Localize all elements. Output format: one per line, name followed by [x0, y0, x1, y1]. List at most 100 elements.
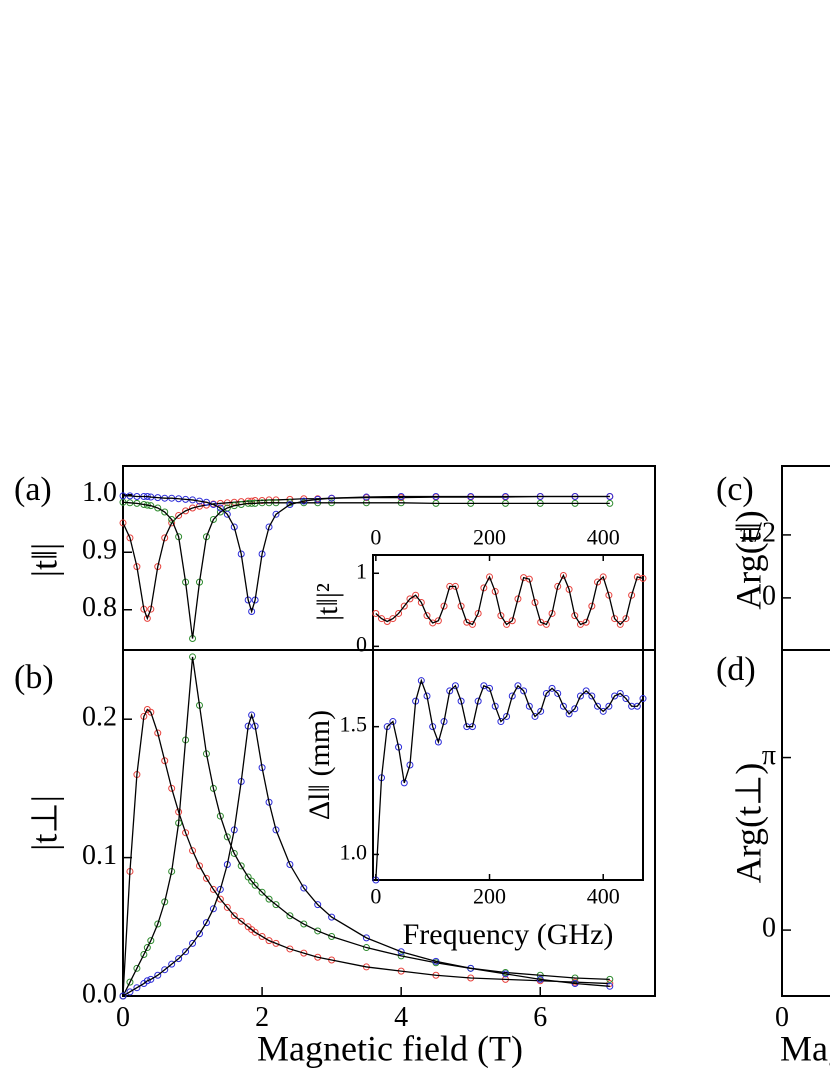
x-tick-label: 200	[473, 884, 506, 909]
data-point	[400, 602, 408, 610]
y-tick-label: 0	[356, 631, 367, 656]
data-point	[622, 615, 630, 623]
data-point	[300, 949, 308, 957]
data-point	[514, 682, 522, 690]
data-point	[611, 615, 619, 623]
data-point	[161, 508, 169, 516]
data-point	[195, 862, 203, 870]
x-axis-label: Frequency (GHz)	[403, 918, 614, 951]
data-point	[383, 618, 391, 625]
data-point	[599, 573, 607, 581]
y-tick-label: 0.0	[82, 978, 117, 1009]
y-tick-label: 1.0	[340, 839, 368, 864]
data-point	[639, 695, 647, 703]
data-point	[154, 729, 162, 737]
data-point	[412, 591, 420, 599]
y-tick-label: 1.5	[340, 712, 368, 737]
data-point	[189, 939, 197, 947]
y-axis-label: Arg(t⊥)	[728, 763, 768, 884]
data-point	[189, 847, 197, 855]
data-point	[168, 515, 176, 523]
data-point	[434, 738, 442, 746]
data-point	[639, 574, 647, 582]
data-point	[272, 510, 280, 518]
data-point	[468, 620, 476, 628]
data-point	[588, 692, 596, 700]
data-point	[126, 534, 134, 542]
y-tick-label: π	[762, 740, 776, 771]
data-point	[265, 523, 273, 531]
data-point	[378, 615, 386, 623]
data-point	[548, 684, 556, 692]
data-point	[133, 964, 141, 972]
data-point	[434, 617, 442, 625]
data-point	[514, 595, 522, 603]
data-point	[248, 877, 256, 885]
data-point	[362, 944, 370, 952]
data-point	[417, 599, 425, 606]
data-point	[126, 988, 134, 996]
data-point	[147, 937, 155, 945]
y-tick-label: 0.8	[82, 592, 117, 623]
data-point	[182, 507, 190, 515]
data-point	[531, 599, 539, 606]
data-point	[248, 711, 256, 719]
data-point	[389, 615, 397, 623]
data-point	[216, 508, 224, 516]
x-axis-label: Magnetic field (T)	[780, 1028, 830, 1068]
data-point	[457, 697, 465, 705]
data-point	[248, 607, 256, 615]
x-tick-label: 2	[255, 1002, 269, 1033]
y-axis-label: |t‖|²	[311, 583, 344, 621]
data-point	[559, 702, 567, 710]
y-tick-label: 0	[762, 913, 776, 944]
data-point	[486, 573, 494, 581]
y-tick-label: 0.1	[82, 840, 117, 871]
data-point	[230, 912, 238, 920]
data-point	[397, 948, 405, 956]
data-point	[202, 874, 210, 882]
data-point	[622, 695, 630, 703]
data-point	[168, 784, 176, 792]
data-point	[258, 888, 266, 896]
data-point	[133, 984, 141, 992]
data-point	[286, 912, 294, 920]
data-point	[258, 932, 266, 940]
data-point	[272, 901, 280, 909]
data-point	[314, 901, 322, 909]
data-point	[571, 705, 579, 713]
data-point	[628, 591, 636, 599]
data-point	[251, 928, 259, 936]
x-tick-label: 400	[587, 884, 620, 909]
fit-line	[122, 501, 610, 639]
data-point	[265, 937, 273, 945]
data-point	[119, 992, 127, 1000]
data-point	[616, 689, 624, 697]
data-point	[216, 885, 224, 893]
data-point	[175, 808, 183, 816]
x-tick-label: 400	[587, 525, 620, 550]
panel-label: (d)	[716, 651, 756, 688]
x-axis-label: Magnetic field (T)	[257, 1028, 523, 1068]
data-point	[175, 955, 183, 963]
data-point	[582, 618, 590, 626]
y-tick-label: π/2	[740, 517, 776, 548]
data-point	[605, 702, 613, 710]
fit-line	[123, 495, 610, 614]
data-point	[189, 504, 197, 512]
data-point	[168, 960, 176, 968]
data-point	[582, 687, 590, 695]
data-point	[480, 584, 488, 592]
data-point	[209, 905, 217, 913]
data-point	[554, 689, 562, 697]
data-point	[328, 913, 336, 921]
data-point	[147, 708, 155, 716]
data-point	[147, 975, 155, 983]
data-point	[272, 939, 280, 947]
data-point	[423, 612, 431, 620]
data-point	[161, 898, 169, 906]
data-point	[616, 620, 624, 628]
y-tick-label: 1.0	[82, 477, 117, 508]
data-point	[588, 602, 596, 610]
